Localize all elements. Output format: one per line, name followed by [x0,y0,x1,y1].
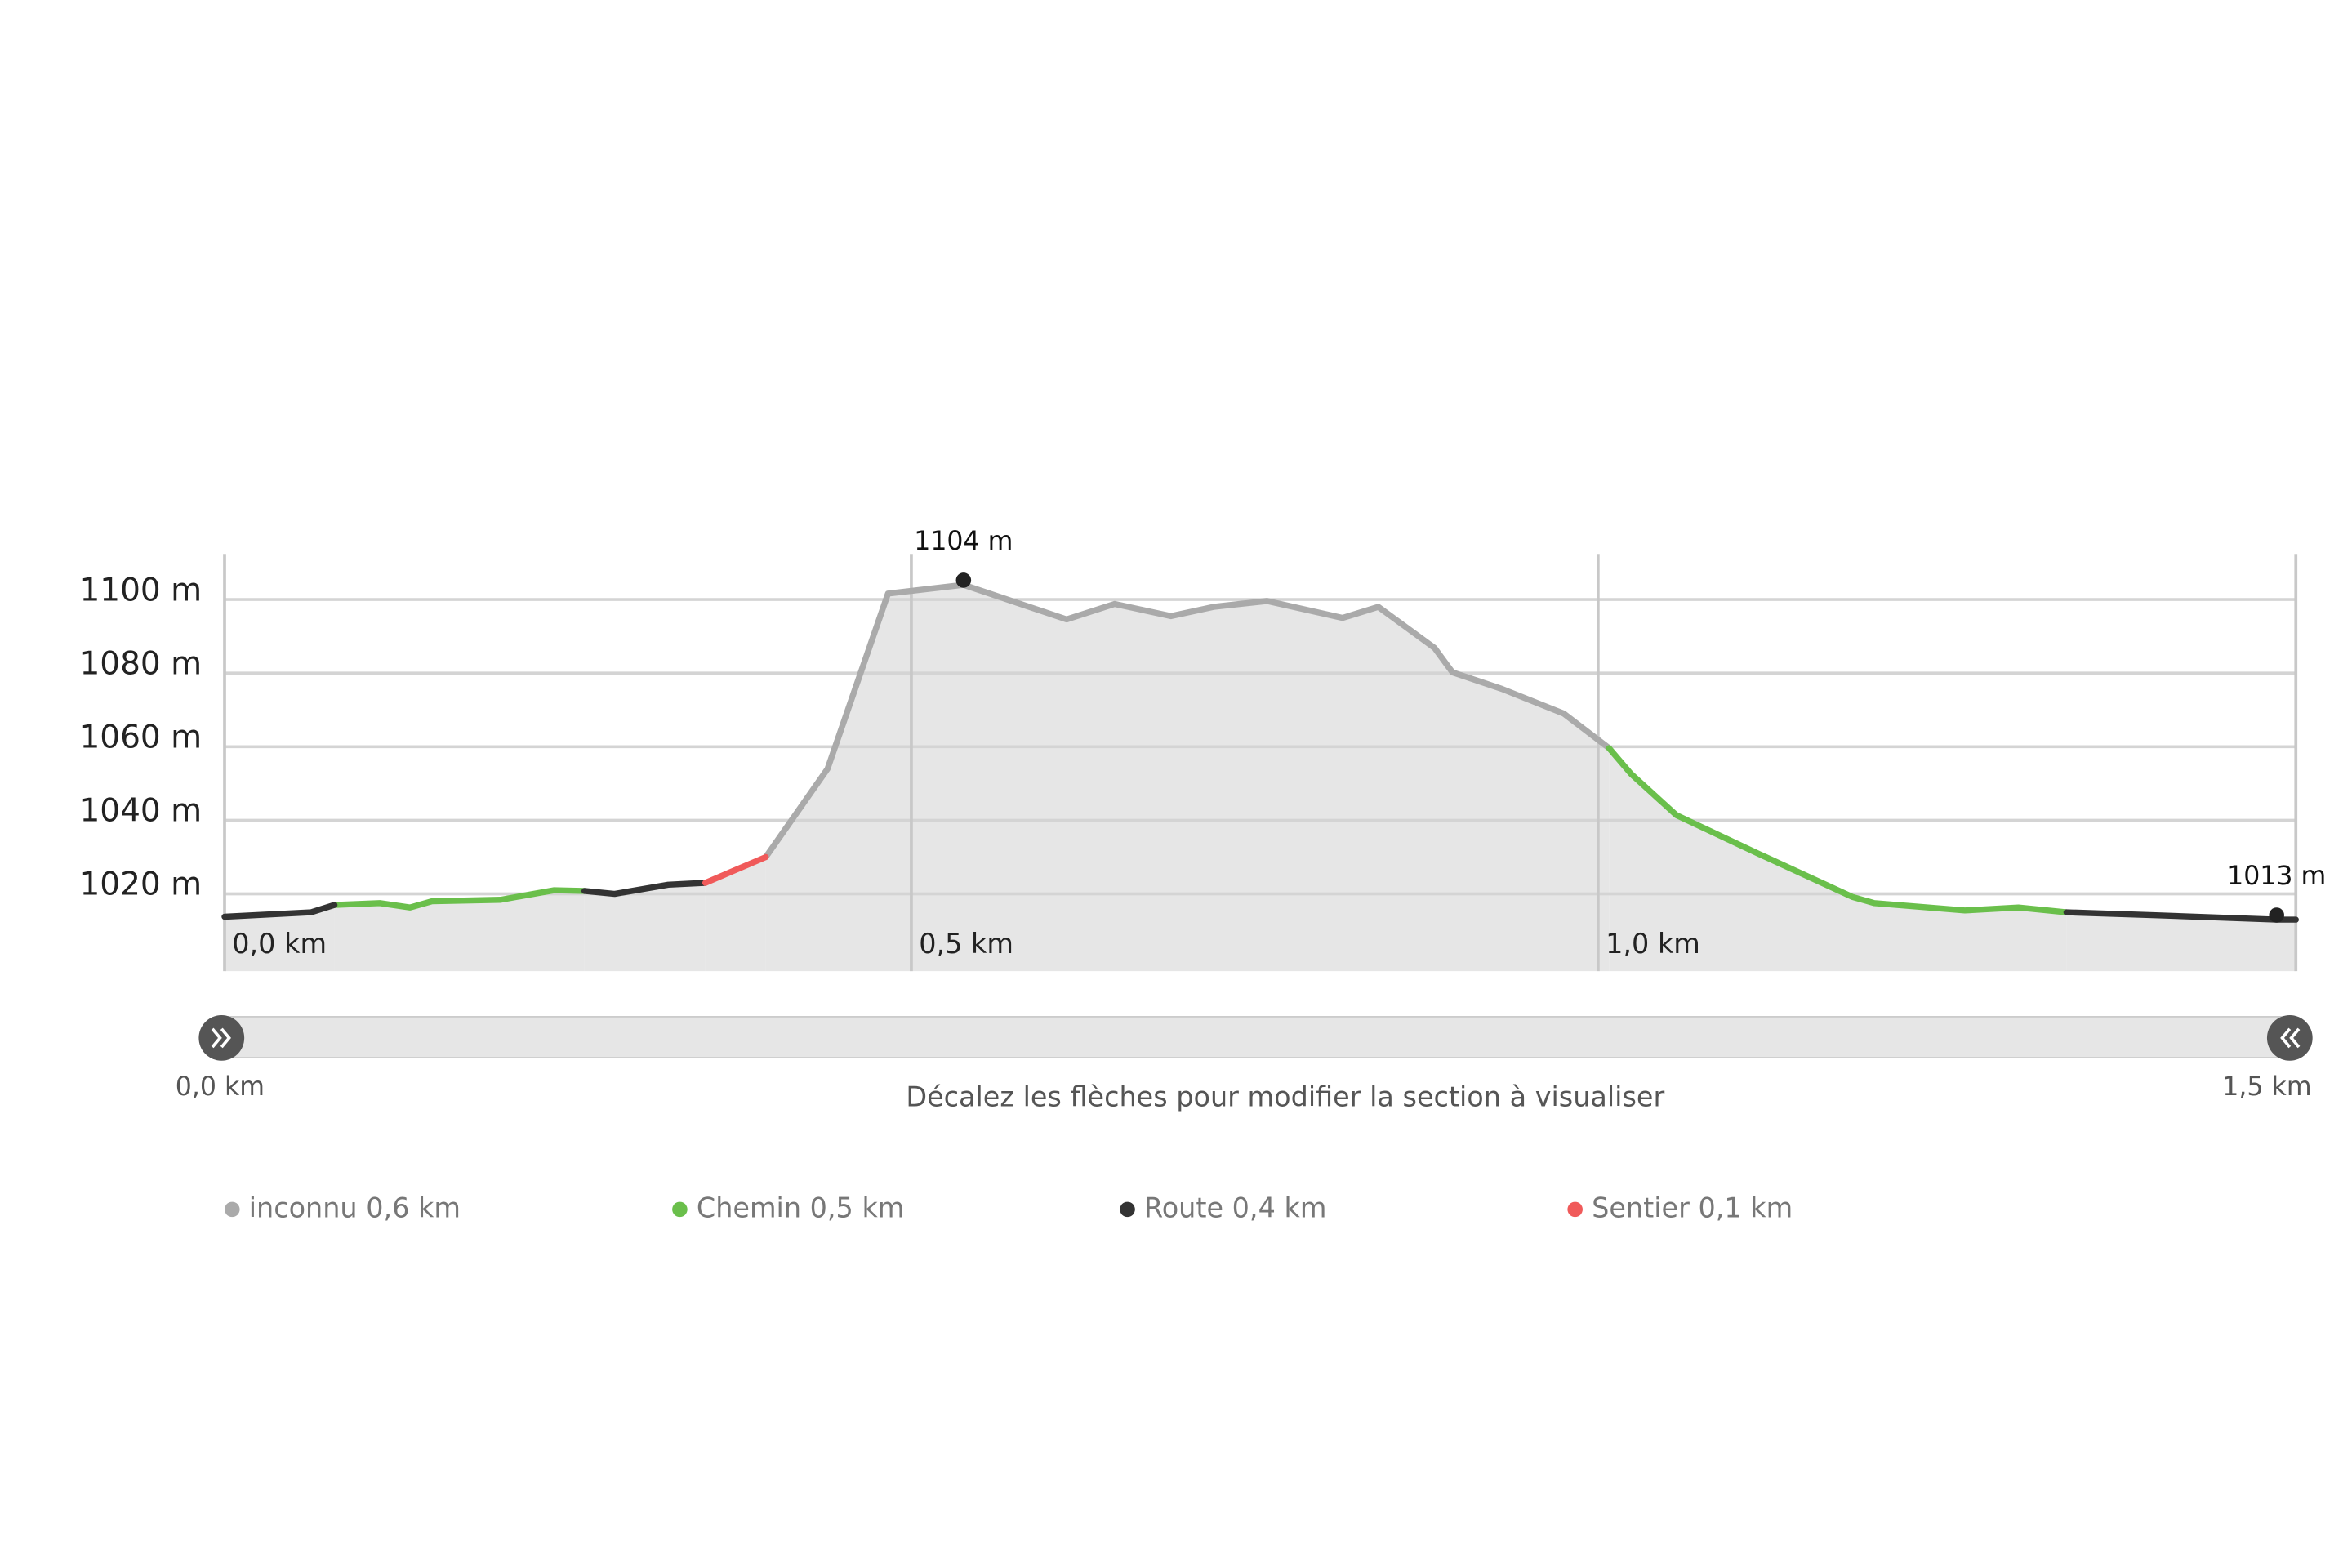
slider-handle-right[interactable] [2266,1015,2313,1061]
y-tick-label: 1020 m [79,866,202,903]
area [334,890,585,972]
x-tick-label: 0,0 km [232,928,327,960]
legend-marker [672,1201,688,1218]
area [584,883,706,972]
slider-end-label: 1,5 km [2222,1072,2311,1102]
annotation-label: 1104 m [914,527,1013,556]
area [765,585,1610,972]
legend-label: inconnu 0,6 km [249,1192,461,1223]
elevation-line [581,880,709,898]
area [705,857,766,972]
slider-track[interactable] [220,1015,2292,1059]
elevation-line [702,853,769,886]
slider-start-label: 0,0 km [176,1072,265,1102]
y-tick-label: 1100 m [79,572,202,608]
annotation-point [956,572,972,588]
x-tick-label: 1,0 km [1606,928,1700,960]
elevation-line [221,902,338,920]
slider-caption: Décalez les flèches pour modifier la sec… [906,1081,1664,1113]
legend-label: Route 0,4 km [1144,1192,1326,1223]
plot: 1020 m 1040 m 1060 m 1080 m 1100 m 0,0 km 0,5 … [79,527,2326,1223]
slider-handle-left[interactable] [198,1015,245,1061]
y-tick-label: 1080 m [79,645,202,682]
legend-label: Sentier 0,1 km [1592,1192,1793,1223]
legend-marker [224,1201,240,1218]
elevation-line [1606,745,2070,915]
legend-label: Chemin 0,5 km [697,1192,905,1223]
elevation-line [762,581,1613,861]
x-tick-label: 0,5 km [919,928,1013,960]
elevation-line [331,887,588,911]
legend-marker [1120,1201,1135,1218]
annotation-label: 1013 m [2227,862,2326,891]
area [224,905,335,972]
y-tick-label: 1060 m [79,719,202,756]
area [1609,748,2067,972]
y-tick-label: 1040 m [79,793,202,830]
area [2066,912,2296,972]
legend-marker [1567,1201,1583,1218]
elevation-line [2063,909,2299,923]
annotation-point [2269,907,2284,923]
